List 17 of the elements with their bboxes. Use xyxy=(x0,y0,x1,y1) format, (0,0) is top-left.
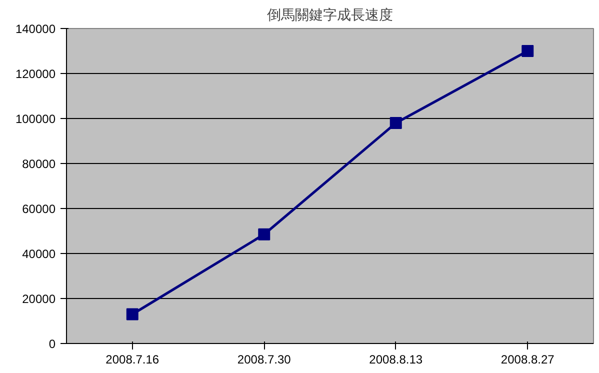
y-tick-label: 100000 xyxy=(15,112,56,126)
y-tick-label: 80000 xyxy=(22,157,56,171)
y-tick-label: 0 xyxy=(48,337,56,351)
x-tick-label: 2008.8.13 xyxy=(369,352,423,366)
point xyxy=(522,45,534,57)
point xyxy=(258,228,270,240)
y-tick-label: 140000 xyxy=(15,22,56,36)
y-tick-label: 20000 xyxy=(22,292,56,306)
x-tick-label: 2008.8.27 xyxy=(500,352,555,366)
x-tick-label: 2008.7.30 xyxy=(237,352,292,366)
x-tick-label: 2008.7.16 xyxy=(106,352,160,366)
y-tick-label: 120000 xyxy=(15,67,56,81)
chart-title: 倒馬關鍵字成長速度 xyxy=(267,8,393,24)
y-tick-label: 40000 xyxy=(22,247,56,261)
point xyxy=(126,308,138,320)
y-tick-label: 60000 xyxy=(22,202,56,216)
point xyxy=(390,117,402,129)
